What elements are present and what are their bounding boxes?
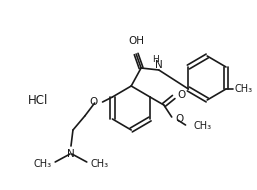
- Text: N: N: [67, 149, 75, 159]
- Text: O: O: [178, 90, 186, 100]
- Text: N: N: [155, 60, 163, 70]
- Text: OH: OH: [128, 36, 144, 46]
- Text: CH₃: CH₃: [235, 84, 253, 94]
- Text: CH₃: CH₃: [33, 159, 51, 169]
- Text: O: O: [89, 97, 98, 107]
- Text: O: O: [176, 114, 184, 124]
- Text: H: H: [152, 55, 159, 63]
- Text: CH₃: CH₃: [194, 121, 212, 131]
- Text: CH₃: CH₃: [91, 159, 109, 169]
- Text: HCl: HCl: [27, 93, 48, 107]
